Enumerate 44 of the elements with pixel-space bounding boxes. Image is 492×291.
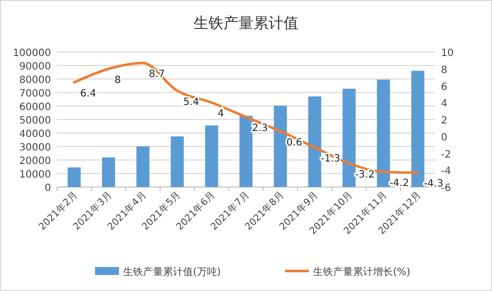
y-tick-label: 10000 <box>19 170 51 180</box>
y-tick-label: 70000 <box>19 88 51 100</box>
y-tick-label: 60000 <box>19 102 51 113</box>
y2-tick-label: 4 <box>441 98 448 110</box>
y-tick-label: 30000 <box>19 142 51 154</box>
data-label: 5.4 <box>183 96 200 108</box>
y-tick-label: 20000 <box>19 156 51 167</box>
y2-tick-label: 10 <box>441 48 454 59</box>
bar <box>411 70 424 187</box>
y2-tick-label: -6 <box>441 183 451 194</box>
bar <box>342 88 356 187</box>
bar <box>239 116 253 187</box>
data-label: -3.2 <box>355 169 375 180</box>
data-label: 0.6 <box>286 137 302 148</box>
data-label: 4 <box>218 108 224 120</box>
y-tick-label: 90000 <box>19 62 51 72</box>
chart-title: 生铁产量累计值 <box>194 14 298 32</box>
y-tick-label: 80000 <box>19 75 51 86</box>
bar <box>170 136 184 187</box>
bar <box>308 96 322 187</box>
y-tick-label: 50000 <box>19 116 51 126</box>
y2-tick-label: 0 <box>441 132 448 144</box>
data-label: -4.3 <box>424 178 444 190</box>
y-tick-label: 100000 <box>12 48 51 59</box>
bar <box>68 167 81 187</box>
y-tick-label: 0 <box>44 183 51 194</box>
y2-tick-label: -4 <box>441 166 451 178</box>
data-label: -1.3 <box>320 153 340 164</box>
bar <box>102 157 116 187</box>
bar <box>376 80 390 187</box>
data-label: 6.4 <box>80 88 96 100</box>
y2-tick-label: 8 <box>441 64 448 76</box>
y2-tick-label: -2 <box>441 149 451 160</box>
bar <box>274 106 287 187</box>
data-label: -4.2 <box>389 178 409 189</box>
bar <box>205 125 218 187</box>
y2-tick-label: 6 <box>441 82 448 93</box>
y2-tick-label: 2 <box>441 116 448 126</box>
legend-label: 生铁产量累计增长(%) <box>313 266 410 278</box>
data-label: 2.3 <box>252 122 268 134</box>
y-tick-label: 40000 <box>19 129 51 140</box>
legend-label: 生铁产量累计值(万吨) <box>123 266 221 278</box>
data-label: 8 <box>114 74 121 86</box>
bar <box>136 146 150 187</box>
